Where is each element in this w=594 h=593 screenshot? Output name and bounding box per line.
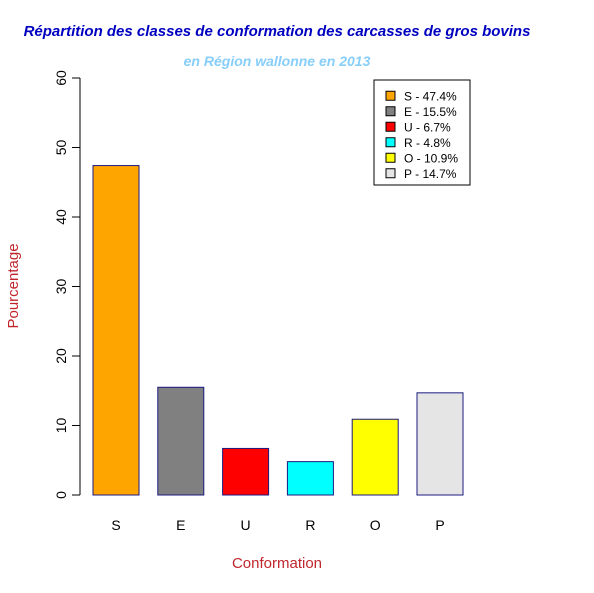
legend-swatch [385,137,396,148]
legend-entry: S - 47.4% [404,89,457,103]
legend-entry: E - 15.5% [404,105,457,119]
bar-U [222,447,270,496]
x-axis-label: Conformation [232,555,322,572]
x-tick-label: E [176,517,185,533]
y-tick-label: 0 [53,491,69,499]
y-tick-label: 10 [53,418,69,434]
legend-entry: U - 6.7% [404,120,451,134]
legend-swatch [385,168,396,179]
legend-swatch [385,90,396,101]
y-axis-label: Pourcentage [5,243,22,328]
chart-subtitle: en Région wallonne en 2013 [184,53,371,69]
bar-O [351,418,399,496]
legend-box [373,79,471,186]
bar-E [157,386,205,496]
legend-swatch [385,106,396,117]
y-tick-label: 30 [53,279,69,295]
y-tick-label: 60 [53,70,69,86]
x-tick-label: P [435,517,444,533]
bar-P [416,392,464,496]
x-tick-label: S [111,517,120,533]
legend: S - 47.4% E - 15.5%U - 6.7% R - 4.8%O - 10… [373,79,471,186]
y-tick-label: 40 [53,209,69,225]
chart-title: Répartition des classes de conformation … [24,23,531,40]
legend-entry: R - 4.8% [404,136,451,150]
x-tick-label: O [370,517,381,533]
legend-swatch [385,121,396,132]
x-tick-label: U [241,517,251,533]
y-tick-label: 50 [53,140,69,156]
legend-entry: P - 14.7% [404,167,457,181]
x-tick-label: R [305,517,315,533]
bars [92,165,464,496]
bar-S [92,165,140,496]
y-tick-label: 20 [53,348,69,364]
y-axis: 0 10 20 30 40 50 60 [53,70,81,499]
bar-R [286,461,334,496]
legend-entry: O - 10.9% [404,151,458,165]
legend-swatch [385,152,396,163]
